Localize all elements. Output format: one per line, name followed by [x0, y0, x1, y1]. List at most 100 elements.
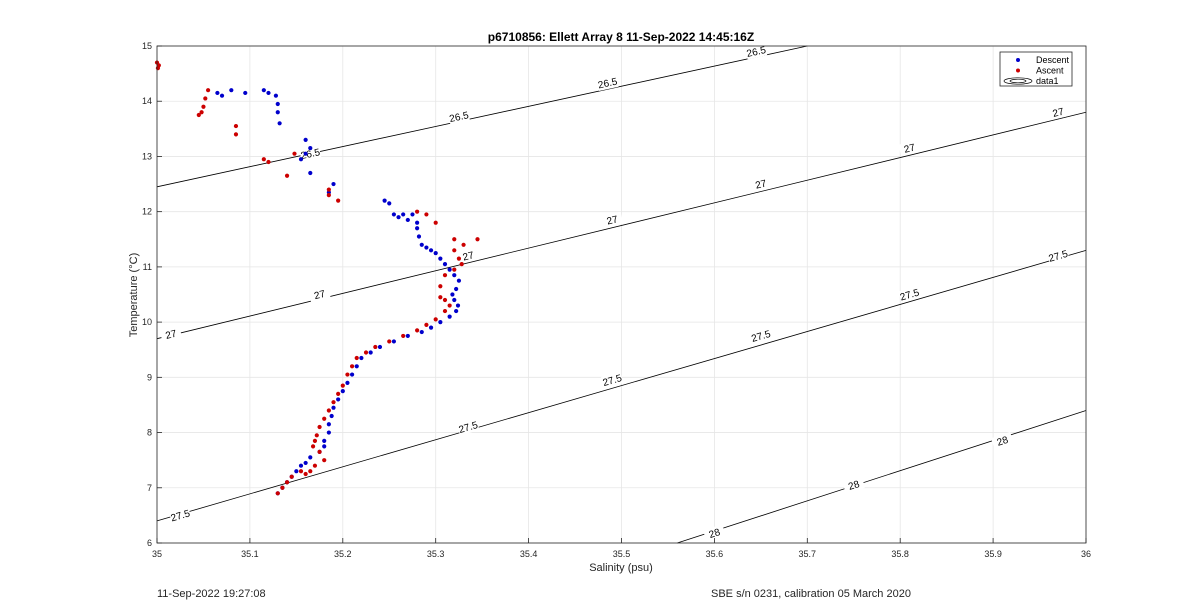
- ascent-point: [155, 65, 161, 71]
- ascent-point: [284, 480, 290, 485]
- descent-point: [322, 444, 327, 449]
- descent-point: [326, 422, 331, 427]
- descent-point: [396, 215, 401, 220]
- contour-line-26.5: [156, 45, 808, 188]
- ascent-point: [433, 220, 438, 225]
- descent-point: [277, 121, 282, 126]
- y-tick-label: 13: [142, 151, 152, 161]
- legend-ascent-marker: [1016, 68, 1020, 73]
- descent-point: [326, 430, 331, 435]
- contour-label: 26.5: [300, 147, 322, 162]
- contour-label-background: [457, 247, 480, 265]
- descent-point: [331, 181, 336, 187]
- ascent-point: [317, 449, 322, 454]
- ascent-point: [275, 491, 280, 496]
- ascent-point: [424, 212, 429, 217]
- ascent-point: [438, 284, 443, 289]
- x-axis-label: Salinity (psu): [589, 562, 653, 574]
- ascent-point: [322, 458, 327, 463]
- descent-point: [308, 146, 313, 151]
- footer-timestamp: 11-Sep-2022 19:27:08: [157, 588, 266, 600]
- contour-label-background: [898, 139, 921, 157]
- contour-label-background: [308, 286, 331, 303]
- ascent-point: [349, 364, 355, 369]
- contour-label-background: [447, 108, 470, 125]
- legend-frame: [999, 51, 1073, 87]
- descent-point: [261, 88, 266, 93]
- descent-point: [243, 90, 248, 96]
- contour-label: 27: [903, 142, 917, 155]
- descent-point: [442, 262, 448, 267]
- ascent-point: [354, 355, 359, 361]
- descent-point: [298, 157, 304, 162]
- contour-label: 28: [847, 479, 861, 493]
- ascent-point: [415, 209, 420, 214]
- ascent-point: [475, 237, 480, 242]
- descent-point: [455, 303, 461, 308]
- y-tick-label: 12: [142, 207, 152, 217]
- legend-ascent-label: Ascent: [1036, 66, 1064, 76]
- ascent-point: [196, 112, 201, 118]
- descent-point: [433, 250, 438, 256]
- contour-label: 27: [313, 289, 327, 302]
- ascent-point: [312, 438, 318, 443]
- contour-label-background: [600, 371, 624, 389]
- x-tick-label: 35: [152, 549, 162, 559]
- legend-contour-icon: [1003, 77, 1033, 85]
- descent-point: [354, 364, 359, 369]
- ascent-point: [298, 469, 304, 474]
- legend[interactable]: Descent Ascent data1: [999, 51, 1073, 87]
- ascent-point: [336, 198, 341, 203]
- descent-point: [401, 212, 406, 217]
- ascent-point: [233, 123, 239, 129]
- x-tick-label: 36: [1081, 549, 1091, 559]
- contour-label-background: [991, 432, 1014, 450]
- descent-point: [275, 101, 280, 107]
- contour-label: 28: [708, 527, 722, 541]
- ascent-point: [387, 339, 392, 344]
- contour-label: 27.5: [458, 420, 480, 436]
- ascent-point: [459, 262, 464, 267]
- descent-point: [454, 286, 459, 292]
- descent-point: [273, 93, 279, 98]
- y-tick-label: 7: [147, 483, 152, 493]
- ascent-point: [261, 157, 266, 162]
- ascent-point: [284, 173, 290, 178]
- descent-point: [428, 248, 434, 253]
- ascent-point: [452, 237, 457, 242]
- contour-label: 27.5: [602, 373, 624, 389]
- legend-descent-marker: [1016, 58, 1020, 62]
- descent-point: [410, 212, 415, 217]
- ascent-point: [199, 110, 204, 115]
- ascent-point: [363, 350, 369, 355]
- ascent-point: [201, 104, 206, 109]
- descent-point: [229, 88, 234, 93]
- ascent-point: [289, 474, 294, 479]
- ascent-point: [461, 242, 466, 247]
- contour-label: 27.5: [170, 508, 192, 524]
- descent-point: [219, 93, 225, 98]
- contour-label: 27.5: [1048, 249, 1070, 265]
- x-tick-label: 35.8: [891, 549, 909, 559]
- descent-point: [415, 220, 420, 225]
- legend-contour-icon-inner: [1009, 78, 1027, 84]
- ascent-point: [326, 187, 331, 192]
- descent-point: [450, 292, 455, 297]
- contour-label-background: [159, 326, 183, 343]
- descent-point: [322, 438, 327, 443]
- contour-label-background: [1046, 247, 1070, 265]
- descent-point: [428, 325, 434, 330]
- ascent-point: [326, 193, 331, 198]
- ascent-point: [322, 416, 327, 421]
- contour-label-background: [168, 506, 192, 524]
- contour-label-background: [745, 43, 768, 60]
- ascent-point: [442, 273, 448, 278]
- descent-point: [447, 267, 452, 272]
- descent-point: [349, 372, 355, 377]
- contour-label: 26.5: [448, 110, 470, 125]
- descent-point: [405, 217, 410, 223]
- contour-label-background: [456, 418, 480, 436]
- contour-label-background: [299, 145, 322, 162]
- contour-line-28: [677, 410, 1087, 544]
- x-tick-label: 35.3: [427, 549, 445, 559]
